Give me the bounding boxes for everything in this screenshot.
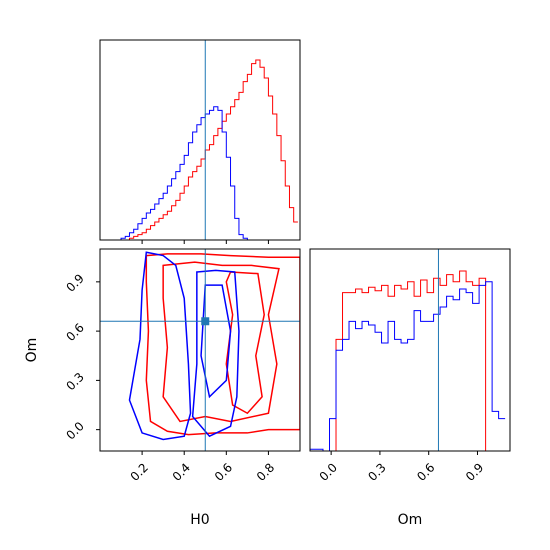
- x-axis-label-om: Om: [398, 512, 423, 528]
- contour-blue-0: [128, 251, 192, 441]
- x-axis-label-h0: H0: [190, 512, 209, 528]
- contour-blue-1: [191, 269, 240, 438]
- om-xtick-label: 0.6: [414, 460, 437, 483]
- contour-red-2: [225, 271, 265, 415]
- h0-xtick-label: 0.2: [128, 460, 151, 483]
- h0-histogram-frame: [99, 39, 301, 241]
- contour-blue-2: [200, 284, 232, 399]
- h0-xtick-label: 0.8: [254, 460, 277, 483]
- histogram-series-blue: [309, 281, 506, 452]
- om-ytick-label: 0.6: [63, 321, 86, 344]
- h0-xtick-label: 0.6: [212, 460, 235, 483]
- contour-panel: 0.2 0.4 0.6 0.8 0.0 0.3 0.6 0.9 H0 Om: [24, 248, 301, 528]
- om-histogram-panel: 0.0 0.3 0.6 0.9 Om: [309, 248, 511, 528]
- y-axis-label-om: Om: [24, 338, 40, 363]
- om-ytick-label: 0.3: [63, 370, 86, 393]
- contour-red-1: [162, 261, 280, 423]
- contour-red-0: [145, 253, 300, 436]
- h0-histogram-panel: [99, 39, 301, 244]
- histogram-series-blue: [100, 106, 298, 241]
- om-xtick-label: 0.9: [463, 460, 486, 483]
- contour-frame: [99, 248, 301, 452]
- om-xtick-label: 0.0: [317, 460, 340, 483]
- om-ytick-label: 0.0: [63, 419, 86, 442]
- om-ytick-label: 0.9: [63, 271, 86, 294]
- truth-marker: [201, 317, 210, 326]
- histogram-series-red: [100, 59, 298, 241]
- om-histogram-frame: [309, 248, 511, 452]
- histogram-series-red: [310, 270, 506, 452]
- h0-xtick-label: 0.4: [170, 460, 193, 483]
- om-xtick-label: 0.3: [365, 460, 388, 483]
